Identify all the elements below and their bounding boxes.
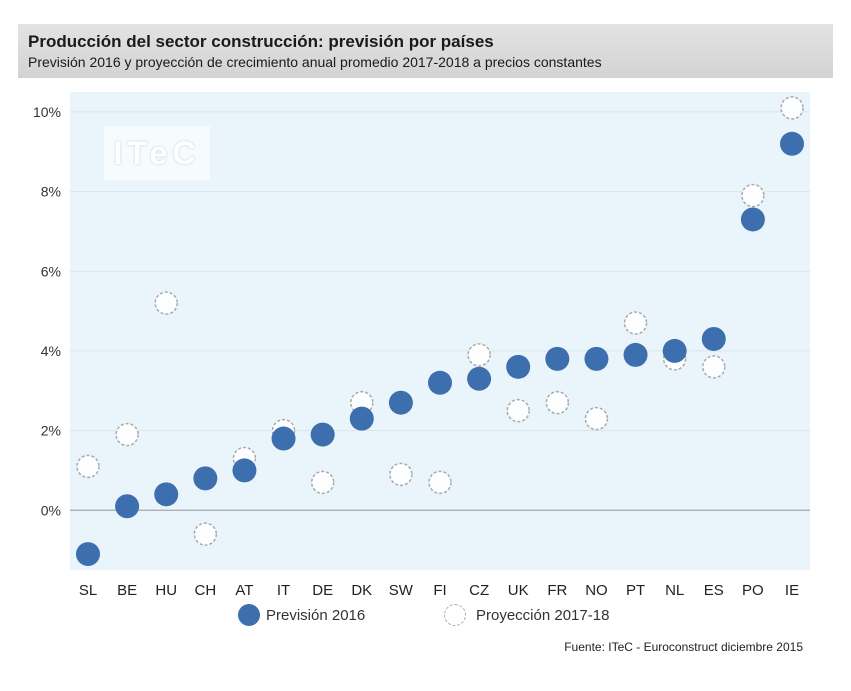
- chart-subtitle: Previsión 2016 y proyección de crecimien…: [28, 54, 602, 70]
- x-tick-label: ES: [704, 582, 724, 599]
- point-prevision: [701, 326, 726, 351]
- point-proyeccion: [506, 398, 530, 423]
- point-proyeccion: [193, 522, 218, 546]
- point-prevision: [193, 466, 218, 491]
- point-proyeccion: [545, 390, 570, 415]
- x-tick-label: PT: [626, 582, 645, 599]
- point-proyeccion: [467, 343, 491, 367]
- x-tick-label: IT: [277, 582, 290, 599]
- point-proyeccion: [780, 96, 804, 120]
- chart-title: Producción del sector construcción: prev…: [28, 32, 494, 51]
- point-proyeccion: [115, 422, 139, 447]
- point-prevision: [115, 494, 140, 519]
- y-tick-label: 0%: [41, 502, 61, 518]
- legend-label-prevision: Previsión 2016: [266, 606, 366, 624]
- x-tick-label: DK: [351, 582, 372, 599]
- itec-watermark-logo: ITeC: [104, 126, 210, 180]
- x-tick-label: BE: [117, 582, 137, 599]
- x-tick-label: UK: [508, 582, 529, 599]
- x-tick-label: CZ: [469, 582, 489, 599]
- x-tick-label: CH: [194, 582, 216, 599]
- x-tick-label: SW: [389, 582, 414, 599]
- chart-header: Producción del sector construcción: prev…: [18, 24, 833, 78]
- y-tick-label: 6%: [41, 263, 61, 279]
- y-tick-label: 10%: [33, 104, 61, 120]
- point-prevision: [623, 342, 648, 367]
- legend-item-proyeccion: Proyección 2017-18: [444, 604, 609, 626]
- point-prevision: [232, 458, 257, 483]
- point-prevision: [662, 338, 687, 363]
- point-prevision: [271, 426, 296, 451]
- point-proyeccion: [154, 291, 178, 315]
- y-tick-label: 8%: [41, 184, 61, 200]
- point-proyeccion: [623, 311, 648, 335]
- point-prevision: [388, 390, 413, 415]
- point-proyeccion: [310, 470, 335, 495]
- point-proyeccion: [389, 462, 413, 487]
- point-prevision: [780, 131, 804, 156]
- point-proyeccion: [741, 183, 765, 208]
- x-tick-label: PO: [742, 582, 764, 599]
- point-prevision: [584, 346, 609, 371]
- x-tick-label: DE: [312, 582, 333, 599]
- point-prevision: [506, 354, 531, 379]
- point-prevision: [349, 406, 374, 431]
- point-prevision: [310, 422, 335, 447]
- point-proyeccion: [584, 406, 609, 431]
- legend-swatch-hollow: [444, 604, 466, 626]
- chart-legend: Previsión 2016 Proyección 2017-18: [0, 604, 851, 630]
- x-tick-label: HU: [155, 582, 177, 599]
- point-prevision: [76, 542, 100, 567]
- x-tick-label: IE: [785, 582, 799, 599]
- point-proyeccion: [428, 470, 452, 495]
- x-tick-label: NL: [665, 582, 684, 599]
- y-tick-label: 4%: [41, 343, 61, 359]
- x-tick-label: SL: [79, 582, 97, 599]
- x-tick-label: AT: [235, 582, 253, 599]
- legend-label-proyeccion: Proyección 2017-18: [476, 606, 610, 624]
- point-prevision: [740, 207, 765, 232]
- point-prevision: [154, 482, 179, 507]
- point-prevision: [428, 370, 452, 395]
- point-proyeccion: [76, 454, 100, 479]
- point-proyeccion: [702, 355, 726, 379]
- y-tick-label: 2%: [41, 423, 61, 439]
- x-tick-label: FR: [547, 582, 567, 599]
- point-prevision: [467, 366, 492, 391]
- x-tick-label: NO: [585, 582, 608, 599]
- x-tick-label: FI: [433, 582, 446, 599]
- legend-swatch-filled: [238, 604, 260, 626]
- source-note: Fuente: ITeC - Euroconstruct diciembre 2…: [564, 640, 803, 654]
- point-prevision: [545, 346, 570, 371]
- legend-item-prevision: Previsión 2016: [238, 604, 365, 626]
